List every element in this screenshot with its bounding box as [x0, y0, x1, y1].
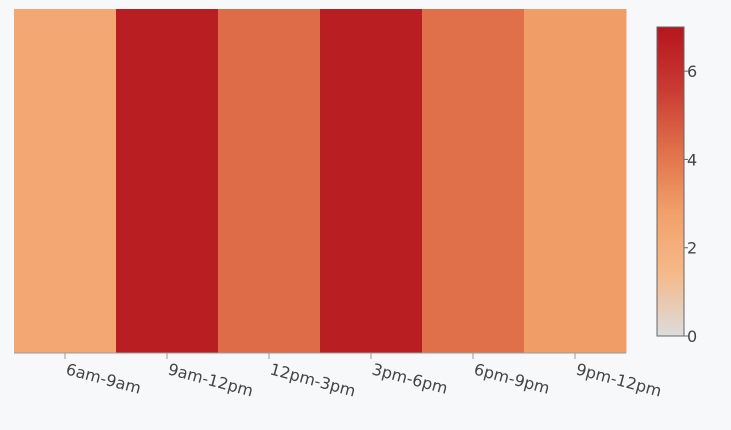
colorbar-tick-label: 6 — [687, 62, 697, 81]
heatmap-cell[interactable] — [422, 9, 525, 353]
heatmap-cell[interactable] — [14, 9, 117, 353]
heatmap-cell[interactable] — [218, 9, 321, 353]
heatmap-cells — [14, 9, 627, 353]
colorbar — [656, 26, 685, 337]
colorbar-tick-label: 0 — [687, 327, 697, 346]
heatmap-cell[interactable] — [116, 9, 219, 353]
colorbar-gradient — [656, 26, 685, 337]
colorbar-ticks: 0 2 4 6 — [684, 62, 697, 346]
heatmap-cell[interactable] — [524, 9, 627, 353]
colorbar-tick-label: 4 — [687, 150, 697, 169]
colorbar-tick-label: 2 — [687, 239, 697, 258]
heatmap-cell[interactable] — [320, 9, 423, 353]
